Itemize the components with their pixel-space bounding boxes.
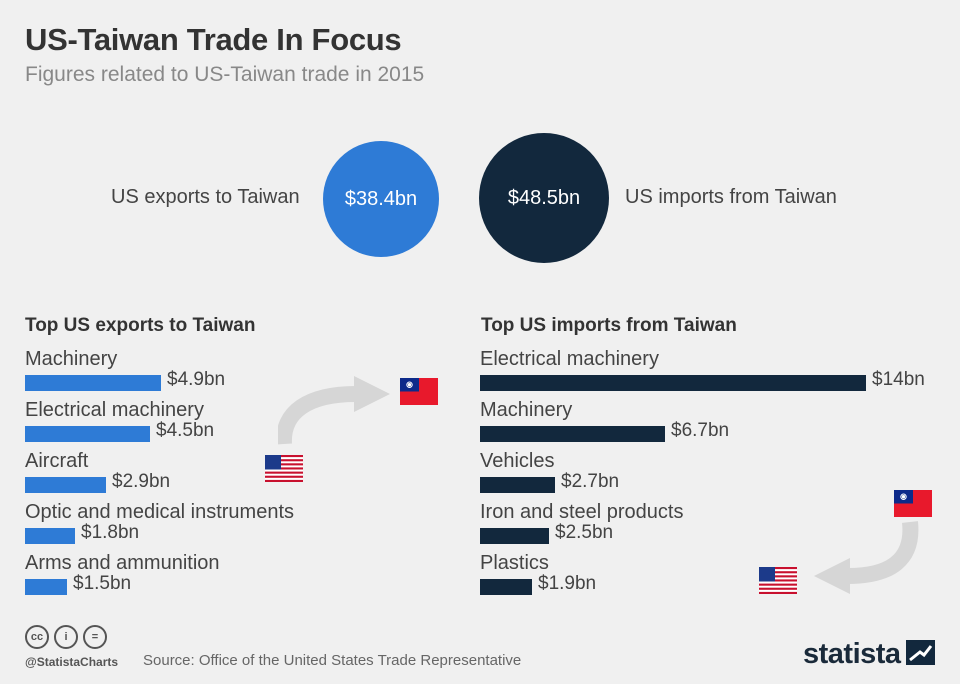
bar-value-label: $4.9bn [167,369,226,390]
bar [480,528,549,544]
bar-value-label: $4.5bn [156,420,215,441]
bar-category-label: Electrical machinery [480,348,659,370]
taiwan-flag-icon [894,490,932,517]
exports-section-title: Top US exports to Taiwan [25,315,256,336]
bar-category-label: Aircraft [25,450,89,472]
bar-value-label: $1.5bn [73,573,132,594]
taiwan-flag-icon [400,378,438,405]
imports-total-circle: $48.5bn [479,133,609,263]
license-icons: cc i = [25,625,107,649]
bar-value-label: $1.8bn [81,522,140,543]
bar-value-label: $2.9bn [112,471,171,492]
us-flag-icon [759,567,797,594]
bar-category-label: Iron and steel products [480,501,684,523]
bar-value-label: $14bn [872,369,925,390]
bar-category-label: Machinery [25,348,118,370]
bar-category-label: Vehicles [480,450,555,472]
person-icon[interactable]: i [54,625,78,649]
bar [25,579,67,595]
source-text: Source: Office of the United States Trad… [143,652,522,669]
bar [480,579,532,595]
bar [25,477,106,493]
statista-logo[interactable]: statista [803,638,901,670]
equals-icon[interactable]: = [83,625,107,649]
cc-icon[interactable]: cc [25,625,49,649]
bar-category-label: Plastics [480,552,549,574]
us-flag-icon [265,455,303,482]
bar-value-label: $6.7bn [671,420,730,441]
chart-title: US-Taiwan Trade In Focus [25,22,402,57]
statista-logo-mark-icon [906,640,935,665]
exports-total-value: $38.4bn [344,187,418,210]
bar [25,528,75,544]
bar-category-label: Optic and medical instruments [25,501,295,523]
curved-arrow-icon [814,521,919,594]
exports-total-circle: $38.4bn [323,141,439,257]
bar [25,375,161,391]
chart-subtitle: Figures related to US-Taiwan trade in 20… [25,63,425,86]
imports-total-label: US imports from Taiwan [625,186,837,208]
bar-value-label: $2.7bn [561,471,620,492]
twitter-handle[interactable]: @StatistaCharts [25,655,119,669]
bar-category-label: Electrical machinery [25,399,204,421]
imports-total-value: $48.5bn [507,186,581,209]
bar [480,477,555,493]
bar [480,426,665,442]
curved-arrow-icon [278,376,390,445]
exports-total-label: US exports to Taiwan [111,186,300,208]
imports-section-title: Top US imports from Taiwan [481,315,737,336]
bar [480,375,866,391]
bar-category-label: Arms and ammunition [25,552,220,574]
bar-value-label: $1.9bn [538,573,597,594]
bar-category-label: Machinery [480,399,573,421]
bar-value-label: $2.5bn [555,522,614,543]
bar [25,426,150,442]
